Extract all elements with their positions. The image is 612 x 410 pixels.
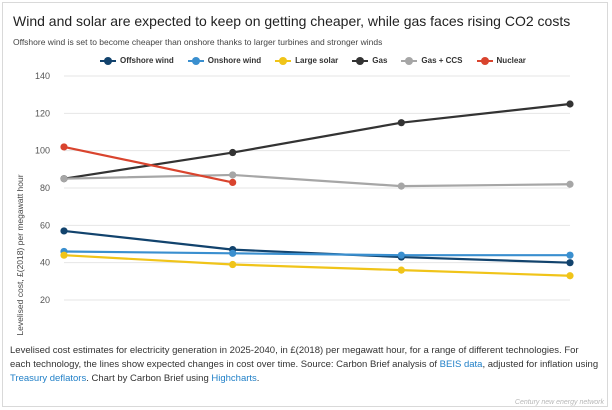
- data-point-gas-ccs[interactable]: [566, 180, 574, 188]
- chart-title: Wind and solar are expected to keep on g…: [13, 13, 571, 29]
- caption-text-4: .: [256, 373, 260, 384]
- legend-label: Large solar: [295, 56, 339, 65]
- y-tick-label: 40: [40, 258, 50, 268]
- data-point-nuclear[interactable]: [229, 178, 237, 186]
- data-point-gas[interactable]: [397, 119, 405, 127]
- y-tick-label: 80: [40, 183, 50, 193]
- line-chart: 20 40 60 80 100 120 140: [35, 71, 574, 305]
- data-point-onshore-wind[interactable]: [397, 251, 405, 259]
- watermark-text: Century new energy network: [514, 399, 604, 406]
- legend-item-onshore-wind[interactable]: Onshore wind: [187, 56, 262, 65]
- y-tick-label: 60: [40, 220, 50, 230]
- legend-item-large-solar[interactable]: Large solar: [275, 56, 338, 65]
- legend-item-gas[interactable]: Gas: [352, 56, 387, 65]
- caption-text-2: , adjusted for inflation using: [482, 359, 599, 370]
- legend-item-gas-ccs[interactable]: Gas + CCS: [401, 56, 463, 65]
- chart-subtitle: Offshore wind is set to become cheaper t…: [13, 37, 383, 47]
- series-line-offshore-wind: [63, 229, 571, 264]
- caption-link-highcharts[interactable]: Highcharts: [211, 373, 257, 384]
- series-line-large-solar: [63, 254, 571, 277]
- data-point-gas[interactable]: [229, 148, 237, 157]
- y-tick-label: 20: [40, 295, 50, 305]
- data-point-offshore-wind[interactable]: [566, 259, 574, 267]
- legend-item-nuclear[interactable]: Nuclear: [476, 56, 526, 65]
- data-point-gas[interactable]: [566, 100, 574, 108]
- series-line-gas-ccs: [63, 173, 571, 188]
- data-point-offshore-wind[interactable]: [60, 227, 68, 235]
- chart-frame: Wind and solar are expected to keep on g…: [2, 2, 608, 407]
- legend-swatch: [352, 56, 369, 65]
- legend: Offshore wind Onshore wind Large solar Gas G…: [100, 56, 526, 65]
- legend-swatch: [275, 56, 292, 65]
- legend-swatch: [187, 56, 204, 65]
- data-point-gas-ccs[interactable]: [397, 182, 405, 190]
- series-line-onshore-wind: [63, 250, 570, 257]
- series-line-gas: [63, 102, 571, 180]
- data-point-onshore-wind[interactable]: [566, 251, 574, 259]
- caption-text-1: Levelised cost estimates for electricity…: [10, 345, 579, 370]
- data-point-large-solar[interactable]: [566, 272, 574, 280]
- caption-link-treasury-deflators[interactable]: Treasury deflators: [10, 373, 87, 384]
- data-point-gas-ccs[interactable]: [60, 175, 68, 183]
- legend-swatch: [100, 56, 116, 65]
- data-point-nuclear[interactable]: [60, 143, 68, 151]
- data-point-gas-ccs[interactable]: [229, 171, 237, 179]
- data-point-large-solar[interactable]: [60, 251, 68, 259]
- legend-label: Gas + CCS: [421, 56, 463, 65]
- legend-label: Gas: [372, 56, 388, 65]
- legend-swatch: [401, 56, 418, 65]
- caption-text-3: . Chart by Carbon Brief using: [86, 373, 212, 384]
- data-point-large-solar[interactable]: [397, 266, 405, 274]
- y-tick-label: 100: [35, 146, 50, 156]
- series-line-nuclear: [63, 145, 233, 184]
- data-point-onshore-wind[interactable]: [229, 249, 237, 257]
- y-tick-label: 120: [35, 108, 50, 118]
- data-point-large-solar[interactable]: [229, 260, 237, 269]
- legend-item-offshore-wind[interactable]: Offshore wind: [100, 56, 174, 65]
- legend-label: Nuclear: [496, 56, 526, 65]
- y-tick-label: 140: [35, 71, 50, 81]
- caption-link-beis-data[interactable]: BEIS data: [439, 359, 483, 370]
- chart-caption: Levelised cost estimates for electricity…: [10, 344, 600, 386]
- legend-swatch: [476, 56, 493, 65]
- legend-label: Offshore wind: [120, 56, 174, 65]
- legend-label: Onshore wind: [207, 56, 262, 65]
